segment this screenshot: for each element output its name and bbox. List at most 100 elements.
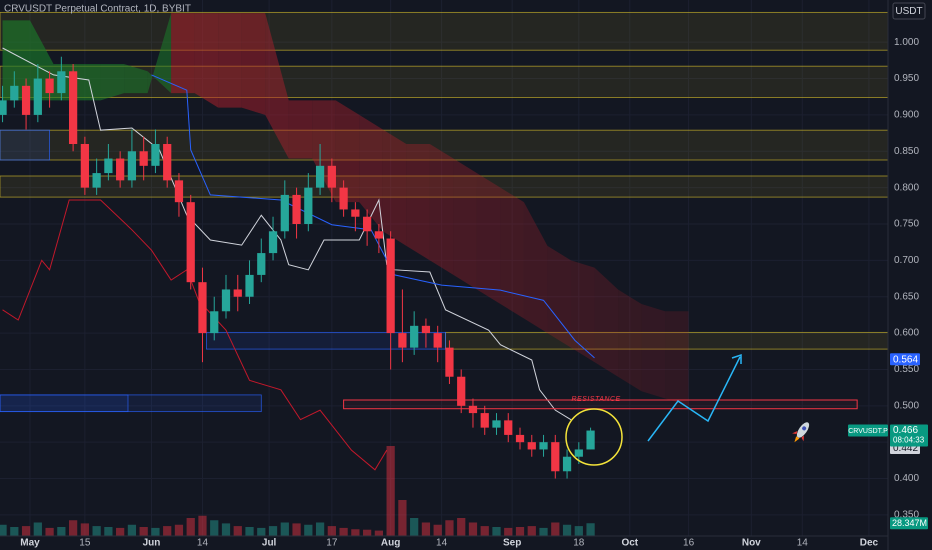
ichimoku-cloud <box>265 13 289 159</box>
x-tick-label: 15 <box>79 538 91 549</box>
zone <box>205 331 446 350</box>
x-tick-label: Aug <box>381 538 400 549</box>
x-tick-label: Oct <box>621 538 638 549</box>
y-tick-label: 0.400 <box>894 473 919 484</box>
candle-body <box>45 78 54 94</box>
volume-bar <box>457 518 466 536</box>
candle-body <box>10 85 19 101</box>
volume-bar <box>292 523 301 536</box>
x-tick-label: Dec <box>860 538 879 549</box>
candle-body <box>492 420 501 428</box>
ichimoku-cloud <box>359 114 383 232</box>
volume-bar <box>233 526 242 536</box>
volume-bar <box>21 526 31 536</box>
candle-body <box>433 333 442 348</box>
candle-body <box>468 405 478 414</box>
x-tick-label: 14 <box>436 538 448 549</box>
ichimoku-cloud <box>194 13 219 108</box>
resistance-label: RESISTANCE <box>571 396 620 403</box>
zone <box>0 129 889 161</box>
volume-bar <box>139 527 148 536</box>
symbol-tag-name: CRVUSDT.P <box>848 428 888 435</box>
volume-bar <box>504 527 513 536</box>
candle-body <box>198 282 207 334</box>
zone <box>0 394 262 413</box>
volume-bar <box>421 522 431 536</box>
ichimoku-cloud <box>241 13 266 115</box>
x-tick-label: May <box>20 538 40 549</box>
candle-body <box>515 434 525 443</box>
ichimoku-cloud <box>288 100 313 159</box>
ichimoku-cloud <box>218 13 242 108</box>
volume-bar <box>574 526 583 536</box>
candle-body <box>421 325 431 334</box>
candle-body <box>127 151 137 181</box>
y-tick-label: 0.750 <box>894 219 919 230</box>
candle-body <box>398 333 407 348</box>
ichimoku-cloud <box>147 13 172 94</box>
candle-body <box>304 187 313 224</box>
x-tick-label: Jul <box>262 538 277 549</box>
candle-body <box>527 442 536 450</box>
candle-body <box>410 325 419 348</box>
candle-body <box>457 376 466 406</box>
volume-bar <box>586 523 595 536</box>
candle-body <box>315 165 325 188</box>
candle-body <box>504 420 513 435</box>
candle-body <box>139 151 148 166</box>
highlight-circle <box>565 408 623 466</box>
candle-body <box>268 231 278 254</box>
candle-body <box>445 347 454 377</box>
x-tick-label: Sep <box>503 538 521 549</box>
volume-bar <box>280 522 289 536</box>
volume-bar <box>468 522 478 536</box>
x-tick-label: 16 <box>683 538 695 549</box>
candle-body <box>221 289 231 312</box>
candle-body <box>21 85 31 115</box>
y-tick-label: 0.900 <box>894 110 919 121</box>
ichimoku-cloud <box>618 289 642 392</box>
volume-bar <box>151 527 160 536</box>
y-tick-label: 0.600 <box>894 328 919 339</box>
y-tick-label: 0.850 <box>894 146 919 157</box>
ichimoku-cloud <box>100 64 125 101</box>
chart-title: CRVUSDT Perpetual Contract, 1D, BYBIT <box>4 4 191 15</box>
candle-body <box>574 449 583 457</box>
currency-box[interactable] <box>892 2 926 20</box>
volume-bar <box>116 527 125 536</box>
ichimoku-cloud <box>570 260 595 363</box>
y-tick-label: 0.950 <box>894 73 919 84</box>
candle-body <box>151 144 160 166</box>
y-tick-label: 0.500 <box>894 400 919 411</box>
volume-bar <box>45 527 54 536</box>
resistance-zone <box>343 399 858 410</box>
volume-bar <box>68 520 78 536</box>
candle-body <box>174 180 184 203</box>
volume-bar <box>562 524 572 536</box>
candle-body <box>292 194 301 224</box>
candle-body <box>363 216 372 232</box>
candle-body <box>327 165 336 188</box>
candle-body <box>386 238 395 334</box>
volume-bar <box>527 526 536 536</box>
volume-bar <box>492 527 501 536</box>
volume-tag <box>890 517 928 530</box>
price-tag-label: 0.466 <box>893 425 918 436</box>
price-tag <box>890 353 920 366</box>
volume-bar <box>92 526 101 536</box>
ichimoku-cloud <box>335 100 360 203</box>
ichimoku-cloud <box>500 187 524 319</box>
candle-body <box>163 144 172 181</box>
candle-body <box>116 158 125 181</box>
volume-bar <box>410 518 419 536</box>
ichimoku-cloud <box>453 158 477 290</box>
rocket-icon <box>792 422 810 443</box>
ichimoku-cloud <box>429 144 454 275</box>
volume-bar <box>127 524 137 536</box>
volume-bar <box>480 526 489 536</box>
volume-bar <box>351 529 360 536</box>
ichimoku-cloud <box>665 311 689 406</box>
volume-bar <box>198 515 207 536</box>
